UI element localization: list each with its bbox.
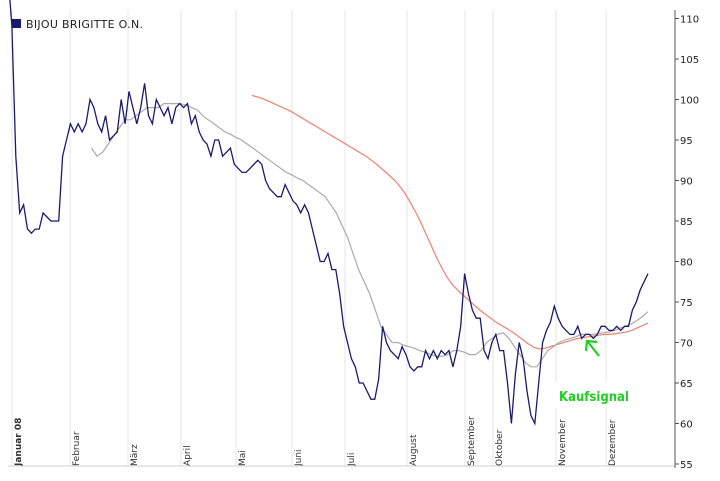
x-tick-label: Oktober bbox=[495, 429, 505, 466]
y-tick-label: 100 bbox=[680, 96, 699, 107]
x-tick-label: Juni bbox=[294, 449, 304, 467]
y-tick-label: 60 bbox=[680, 420, 693, 431]
annotation-box bbox=[555, 382, 665, 408]
series-line-price bbox=[9, 0, 649, 426]
arrow-head bbox=[584, 339, 598, 352]
x-tick-label: Mai bbox=[238, 450, 248, 466]
y-tick-label: 105 bbox=[680, 55, 699, 66]
y-tick-label: 70 bbox=[680, 339, 693, 350]
y-tick-label: 55 bbox=[680, 460, 693, 471]
legend: BIJOU BRIGITTE O.N. bbox=[12, 18, 143, 31]
y-tick-label: 90 bbox=[680, 177, 693, 188]
y-tick-label: 110 bbox=[680, 15, 699, 26]
y-tick-label: 65 bbox=[680, 379, 693, 390]
x-tick-label: August bbox=[409, 434, 419, 466]
x-tick-label: Juli bbox=[347, 453, 357, 467]
legend-swatch bbox=[12, 19, 21, 28]
x-tick-label: März bbox=[130, 444, 140, 466]
y-tick-label: 85 bbox=[680, 217, 693, 228]
arrow-icon bbox=[584, 339, 600, 357]
legend-label: BIJOU BRIGITTE O.N. bbox=[26, 18, 143, 31]
buy-signal-annotation: Kaufsignal bbox=[555, 339, 665, 408]
series-line-moving-average-fast bbox=[91, 102, 649, 368]
arrow-shaft bbox=[587, 341, 600, 357]
x-tick-label: Februar bbox=[72, 431, 82, 466]
y-axis-ticks: 556065707580859095100105110115120125 bbox=[675, 15, 699, 471]
x-tick-label: November bbox=[558, 419, 568, 466]
x-tick-label: Dezember bbox=[608, 419, 618, 466]
y-tick-label: 75 bbox=[680, 298, 693, 309]
y-tick-label: 95 bbox=[680, 136, 693, 147]
x-tick-label: Januar 08 bbox=[14, 418, 24, 467]
y-tick-label: 80 bbox=[680, 258, 693, 269]
x-tick-label: September bbox=[467, 416, 477, 466]
annotation-label: Kaufsignal bbox=[559, 390, 629, 405]
month-gridlines: Januar 08 Februar März April Mai Juni Juli Augu… bbox=[11, 10, 618, 467]
x-tick-label: April bbox=[183, 445, 193, 466]
